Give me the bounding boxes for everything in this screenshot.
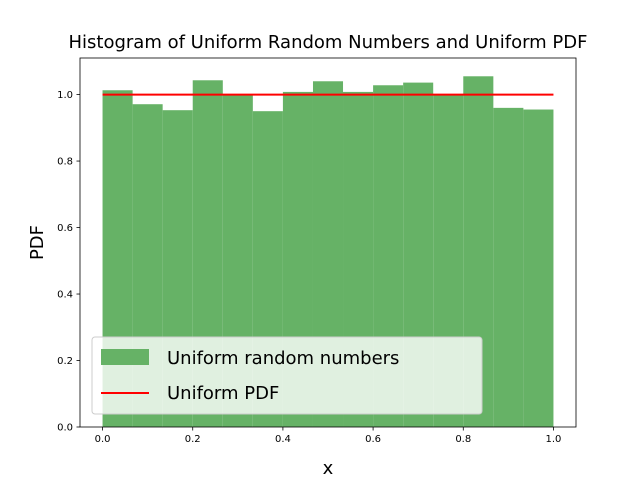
legend-box bbox=[91, 336, 483, 415]
x-tick-label: 0.6 bbox=[365, 434, 381, 445]
histogram-bar bbox=[493, 107, 524, 427]
x-tick-label: 1.0 bbox=[546, 434, 562, 445]
x-tick-label: 0.2 bbox=[185, 434, 201, 445]
x-axis-label: x bbox=[323, 458, 334, 479]
y-tick-label: 0.6 bbox=[57, 223, 73, 234]
chart-title: Histogram of Uniform Random Numbers and … bbox=[68, 32, 587, 53]
y-axis-ticks: 0.0 0.2 0.4 0.6 0.8 1.0 bbox=[57, 90, 80, 434]
y-tick-label: 0.4 bbox=[57, 290, 73, 301]
legend-label-pdf: Uniform PDF bbox=[167, 383, 279, 404]
histogram-bar bbox=[523, 109, 554, 427]
x-tick-label: 0.8 bbox=[455, 434, 471, 445]
legend-swatch-histogram bbox=[101, 349, 149, 365]
y-tick-label: 1.0 bbox=[57, 90, 73, 101]
x-tick-label: 0.4 bbox=[275, 434, 291, 445]
x-axis-ticks: 0.0 0.2 0.4 0.6 0.8 1.0 bbox=[95, 427, 562, 445]
legend: Uniform random numbers Uniform PDF bbox=[91, 336, 483, 415]
y-tick-label: 0.2 bbox=[57, 356, 73, 367]
legend-label-histogram: Uniform random numbers bbox=[167, 348, 399, 369]
y-tick-label: 0.8 bbox=[57, 157, 73, 168]
y-axis-label: PDF bbox=[27, 225, 48, 260]
x-tick-label: 0.0 bbox=[95, 434, 111, 445]
y-tick-label: 0.0 bbox=[57, 423, 73, 434]
plot-frame bbox=[79, 57, 577, 428]
